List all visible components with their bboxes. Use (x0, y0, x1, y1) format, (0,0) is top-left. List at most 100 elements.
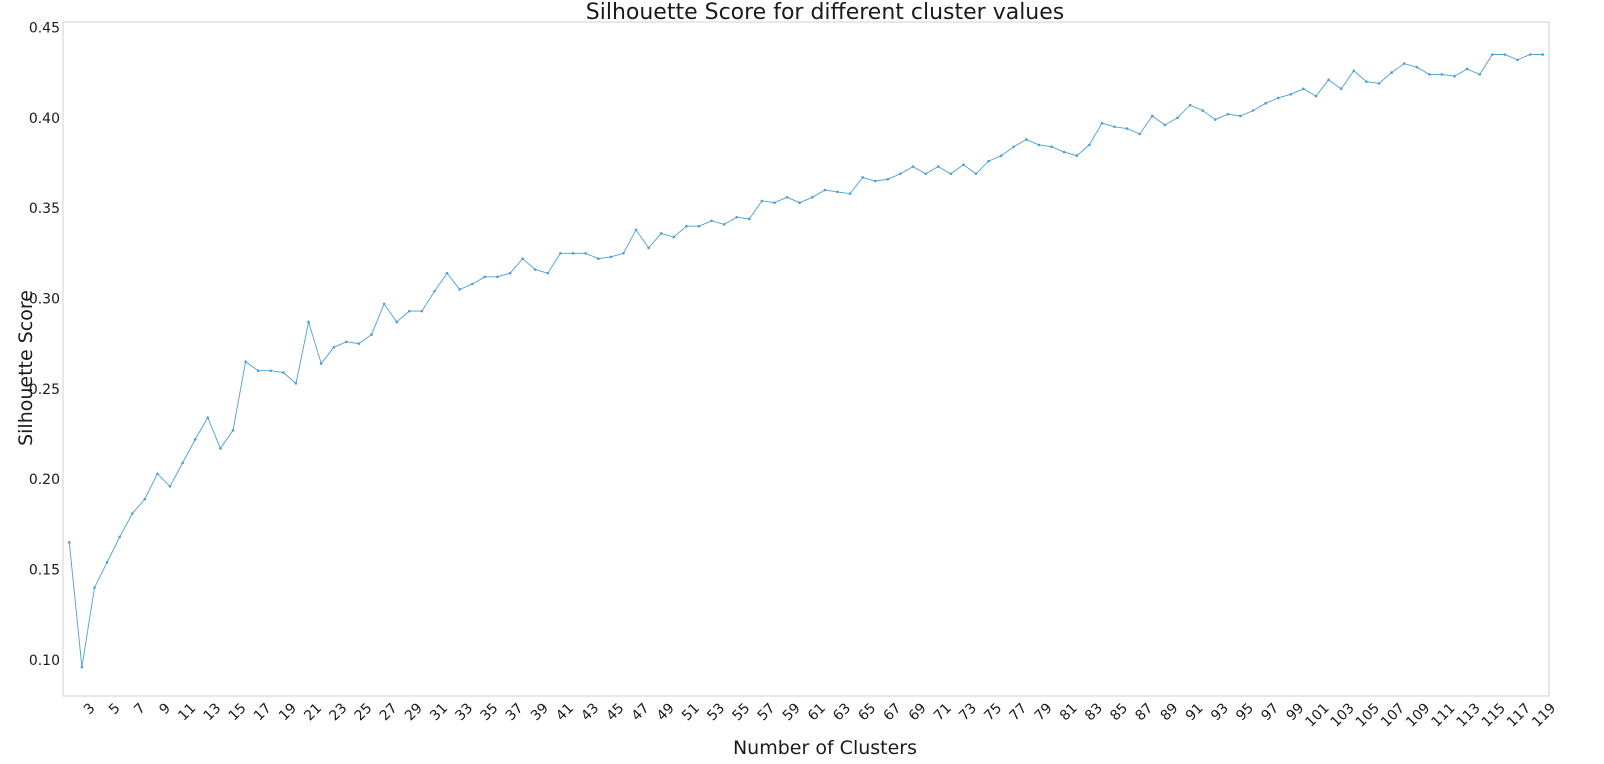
x-tick-label: 33 (452, 700, 476, 724)
data-point (861, 176, 864, 179)
data-point (1327, 78, 1330, 82)
data-point (596, 257, 600, 261)
x-tick-label: 87 (1132, 700, 1156, 724)
data-point (773, 201, 776, 204)
data-point (1352, 69, 1356, 73)
data-point (345, 340, 348, 344)
data-point (395, 320, 399, 324)
data-point (1037, 143, 1041, 147)
data-point (168, 485, 172, 488)
data-point (1025, 138, 1028, 141)
x-tick-label: 57 (755, 700, 779, 724)
data-point (408, 309, 411, 313)
data-point (823, 188, 827, 192)
data-point (873, 179, 877, 183)
data-point (1276, 96, 1280, 100)
data-point (609, 255, 613, 259)
data-point (899, 172, 902, 176)
data-point (798, 201, 802, 204)
y-tick-label: 0.25 (29, 382, 60, 398)
data-point (924, 172, 927, 176)
data-point (722, 223, 726, 226)
data-point (470, 282, 474, 286)
data-point (685, 224, 688, 228)
data-point (206, 416, 210, 420)
x-tick-label: 23 (326, 700, 350, 724)
x-tick-label: 103 (1328, 700, 1358, 730)
data-point (1465, 67, 1469, 71)
data-point (156, 472, 159, 476)
data-point (1491, 53, 1494, 56)
data-point (118, 535, 121, 539)
x-tick-label: 107 (1378, 700, 1408, 730)
data-point (1415, 65, 1419, 69)
data-point (193, 438, 197, 441)
data-point (130, 512, 134, 515)
data-point (1264, 102, 1267, 105)
x-tick-label: 101 (1302, 700, 1332, 730)
data-point (496, 275, 499, 279)
x-tick-label: 43 (578, 700, 602, 724)
data-point (1100, 121, 1104, 125)
data-point (1088, 143, 1091, 147)
data-point (93, 586, 96, 589)
y-tick-label: 0.15 (29, 563, 60, 579)
data-point (1478, 73, 1482, 76)
x-tick-label: 53 (704, 700, 728, 724)
y-tick-label: 0.45 (29, 20, 60, 36)
data-point (672, 235, 676, 239)
data-point (269, 369, 273, 373)
data-point (1176, 116, 1179, 120)
data-point (533, 268, 537, 271)
data-point (1138, 132, 1142, 136)
data-point (1289, 92, 1293, 96)
data-point (1402, 62, 1406, 65)
data-point (80, 665, 84, 669)
x-tick-label: 109 (1403, 700, 1433, 730)
data-point (1251, 109, 1255, 112)
data-point (810, 195, 814, 199)
x-tick-label: 91 (1183, 700, 1207, 724)
data-point (181, 461, 184, 465)
x-tick-label: 51 (679, 700, 703, 724)
data-point (521, 257, 524, 261)
x-tick-label: 5 (106, 700, 124, 718)
x-tick-label: 65 (855, 700, 879, 724)
data-point (1113, 125, 1116, 129)
x-tick-label: 11 (175, 700, 199, 724)
data-point (559, 251, 562, 255)
x-tick-label: 13 (201, 700, 225, 724)
x-tick-label: 59 (780, 700, 804, 724)
data-point (1314, 94, 1318, 98)
x-tick-label: 115 (1479, 700, 1509, 730)
y-axis-label: Silhouette Score (15, 290, 37, 446)
chart-title: Silhouette Score for different cluster v… (585, 0, 1065, 25)
data-point (760, 199, 764, 203)
data-point (546, 271, 550, 275)
x-tick-label: 79 (1032, 700, 1056, 724)
data-point (1062, 150, 1066, 154)
x-tick-label: 97 (1258, 700, 1282, 724)
data-point (1453, 74, 1456, 78)
x-tick-label: 75 (981, 700, 1005, 724)
x-tick-label: 77 (1006, 700, 1030, 724)
data-point (332, 345, 336, 349)
x-tick-label: 113 (1454, 700, 1484, 730)
x-tick-label: 111 (1428, 700, 1458, 730)
x-tick-label: 73 (956, 700, 980, 724)
score-line (68, 54, 1543, 668)
data-point (143, 497, 147, 501)
data-point (785, 195, 789, 199)
data-point (584, 251, 587, 255)
data-point (67, 541, 71, 544)
data-point (1516, 58, 1519, 62)
x-tick-label: 93 (1208, 700, 1232, 724)
x-tick-label: 69 (906, 700, 930, 724)
x-tick-label: 55 (729, 700, 753, 724)
data-point (974, 172, 978, 176)
data-point (571, 251, 575, 255)
data-point (1503, 53, 1507, 56)
data-point (433, 289, 436, 293)
x-tick-label: 41 (553, 700, 577, 724)
